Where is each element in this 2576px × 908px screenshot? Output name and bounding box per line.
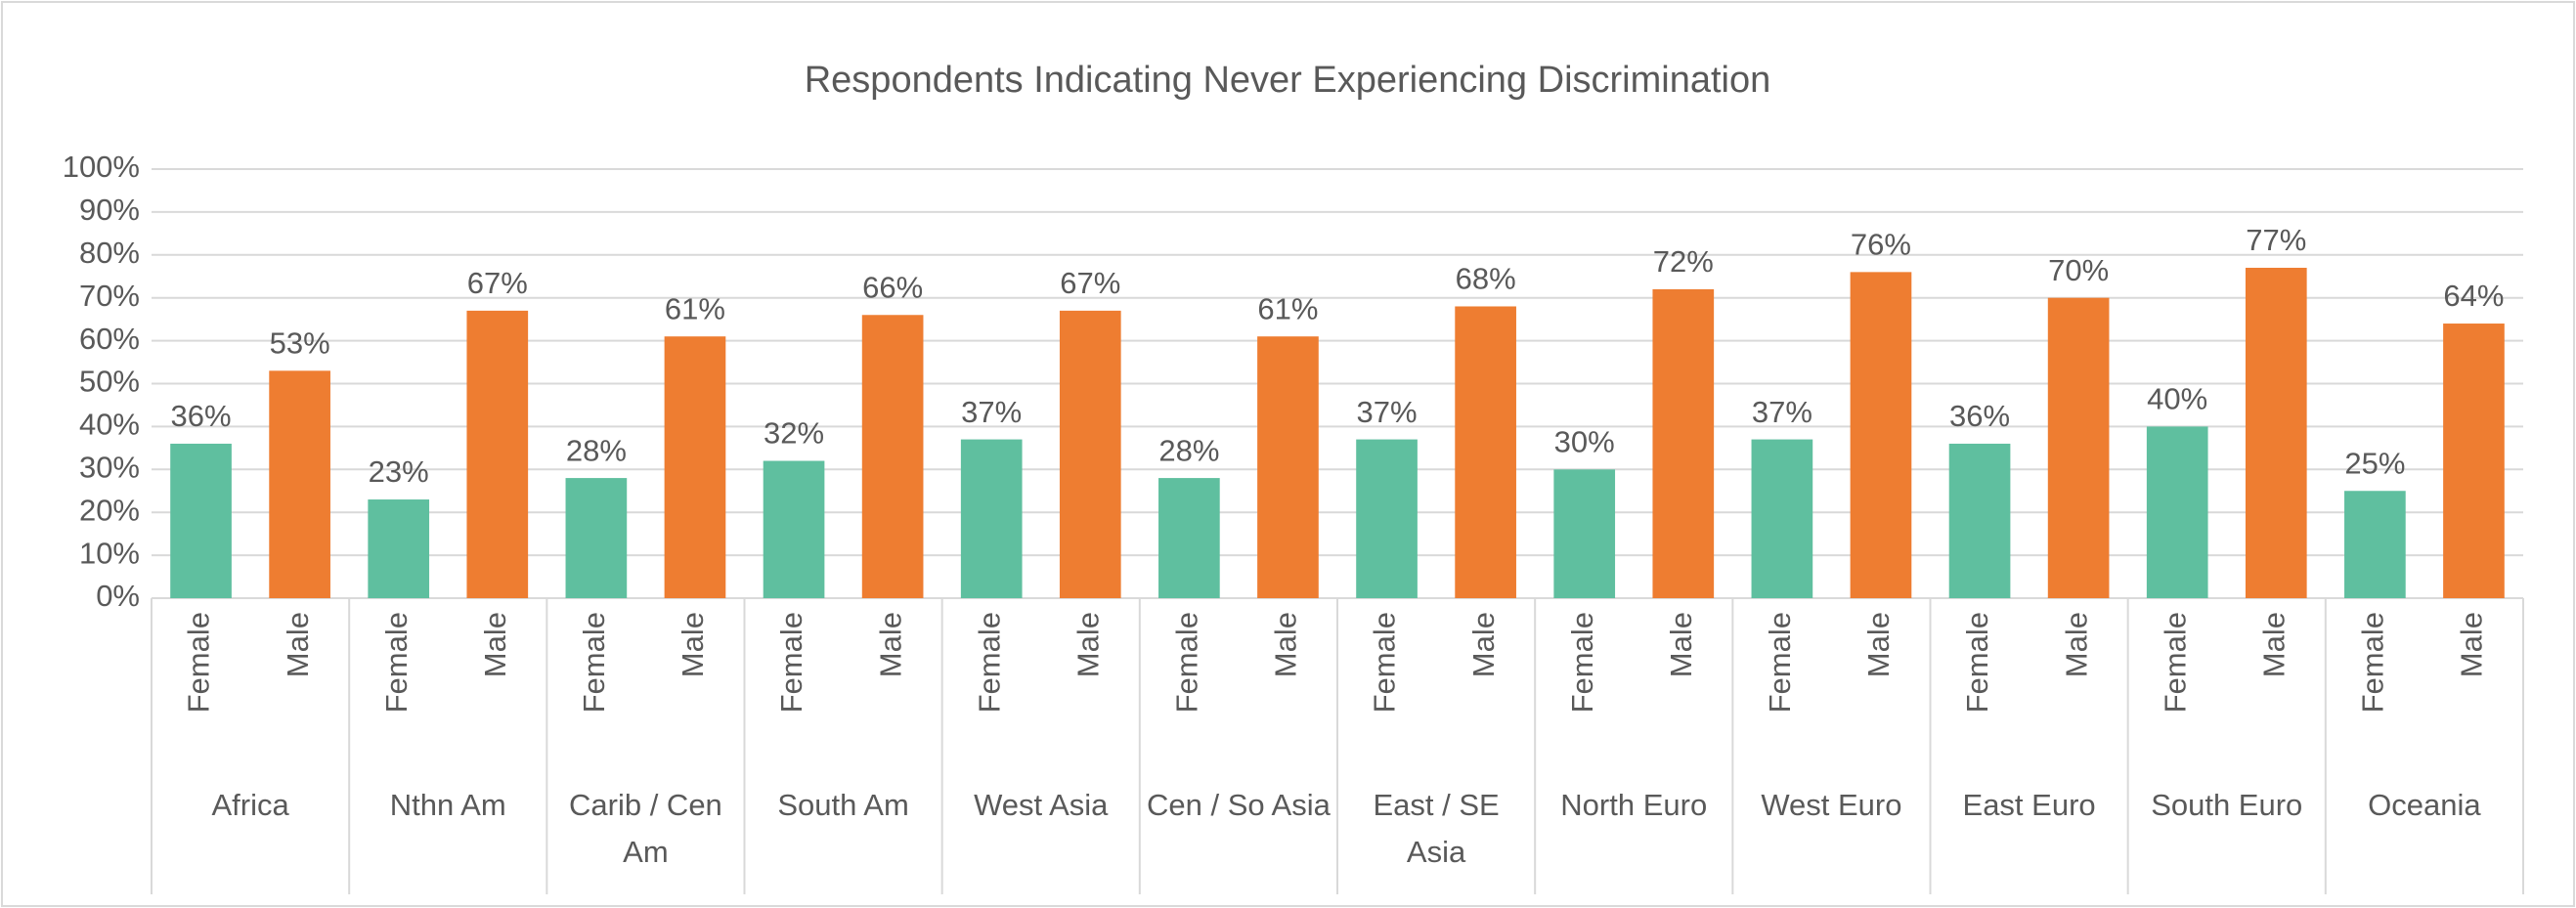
sub-category-label: Male xyxy=(1466,612,1501,677)
sub-category-label: Female xyxy=(1763,612,1797,713)
x-category-label: West Asia xyxy=(974,788,1109,822)
data-label: 67% xyxy=(467,266,528,300)
sub-category-label: Female xyxy=(182,612,216,713)
bar xyxy=(368,499,430,598)
bar xyxy=(1257,336,1319,598)
x-category-label: Cen / So Asia xyxy=(1147,788,1332,822)
sub-category-label: Female xyxy=(972,612,1006,713)
bar xyxy=(1455,306,1516,598)
data-label: 76% xyxy=(1851,228,1911,262)
data-label: 68% xyxy=(1456,262,1516,296)
bar xyxy=(170,443,232,598)
sub-category-label: Male xyxy=(1664,612,1698,677)
y-tick-label: 0% xyxy=(96,579,140,613)
sub-category-label: Male xyxy=(478,612,512,677)
y-tick-label: 90% xyxy=(79,193,140,227)
data-label: 72% xyxy=(1653,244,1714,279)
y-tick-label: 10% xyxy=(79,536,140,570)
data-label: 32% xyxy=(764,416,824,451)
bar xyxy=(2146,426,2208,598)
data-label: 64% xyxy=(2443,279,2504,313)
bar xyxy=(2245,267,2307,598)
bar xyxy=(1356,439,1418,598)
data-label: 28% xyxy=(1158,433,1219,467)
bar xyxy=(1652,288,1715,598)
sub-category-label: Female xyxy=(2356,612,2390,713)
bar xyxy=(2443,324,2505,598)
bar xyxy=(1553,469,1616,598)
bar xyxy=(1751,439,1813,598)
data-label: 36% xyxy=(1949,399,2010,433)
y-tick-label: 20% xyxy=(79,493,140,527)
x-category-label: Carib / Cen Am xyxy=(569,788,722,869)
sub-category-label: Female xyxy=(1368,612,1402,713)
data-label: 67% xyxy=(1060,266,1120,300)
y-tick-label: 40% xyxy=(79,408,140,442)
sub-category-label: Female xyxy=(1170,612,1204,713)
sub-category-label: Female xyxy=(1565,612,1599,713)
data-label: 77% xyxy=(2246,223,2306,257)
bar xyxy=(2047,297,2110,598)
sub-category-label: Male xyxy=(1861,612,1896,677)
x-category-label: South Am xyxy=(777,788,908,822)
y-tick-label: 30% xyxy=(79,450,140,484)
y-tick-label: 60% xyxy=(79,322,140,356)
chart-title: Respondents Indicating Never Experiencin… xyxy=(805,60,1771,101)
data-label: 61% xyxy=(1257,291,1318,325)
x-category-label: North Euro xyxy=(1560,788,1707,822)
bar xyxy=(960,439,1023,598)
x-category-label: West Euro xyxy=(1761,788,1901,822)
data-label: 30% xyxy=(1554,424,1615,458)
bar xyxy=(1948,443,2011,598)
bar xyxy=(664,336,726,598)
bar xyxy=(763,460,825,598)
data-label: 53% xyxy=(270,326,330,361)
sub-category-label: Male xyxy=(2256,612,2291,677)
data-label: 61% xyxy=(665,291,725,325)
sub-category-label: Female xyxy=(774,612,808,713)
sub-category-label: Male xyxy=(2455,612,2489,677)
sub-category-label: Female xyxy=(1960,612,1994,713)
sub-category-label: Male xyxy=(281,612,315,677)
bar xyxy=(2344,491,2406,598)
sub-category-label: Female xyxy=(577,612,611,713)
data-label: 37% xyxy=(961,395,1022,429)
x-category-label: Nthn Am xyxy=(390,788,506,822)
y-tick-label: 70% xyxy=(79,279,140,313)
sub-category-label: Male xyxy=(1070,612,1105,677)
bar xyxy=(466,310,529,598)
data-label: 40% xyxy=(2147,382,2207,416)
x-category-label: South Euro xyxy=(2151,788,2302,822)
x-category-label: Oceania xyxy=(2368,788,2481,822)
data-label: 66% xyxy=(862,270,923,304)
sub-category-label: Female xyxy=(2158,612,2192,713)
data-label: 37% xyxy=(1752,395,1812,429)
bar xyxy=(1158,478,1220,598)
x-category-label: East Euro xyxy=(1963,788,2096,822)
data-label: 37% xyxy=(1357,395,1418,429)
sub-category-label: Female xyxy=(379,612,414,713)
sub-category-label: Male xyxy=(2059,612,2093,677)
x-category-label: East / SE Asia xyxy=(1373,788,1499,869)
bar xyxy=(1850,272,1912,598)
bar xyxy=(565,478,628,598)
sub-category-label: Male xyxy=(873,612,907,677)
data-label: 36% xyxy=(171,399,232,433)
y-tick-label: 80% xyxy=(79,236,140,270)
sub-category-label: Male xyxy=(676,612,710,677)
sub-category-label: Male xyxy=(1269,612,1303,677)
y-tick-label: 50% xyxy=(79,365,140,399)
data-label: 70% xyxy=(2048,253,2109,287)
data-label: 28% xyxy=(566,433,627,467)
bar xyxy=(269,370,330,598)
bar xyxy=(861,315,924,598)
x-category-label: Africa xyxy=(211,788,289,822)
data-label: 23% xyxy=(369,454,429,489)
y-tick-label: 100% xyxy=(63,150,140,184)
data-label: 25% xyxy=(2344,446,2405,480)
bar xyxy=(1059,310,1121,598)
